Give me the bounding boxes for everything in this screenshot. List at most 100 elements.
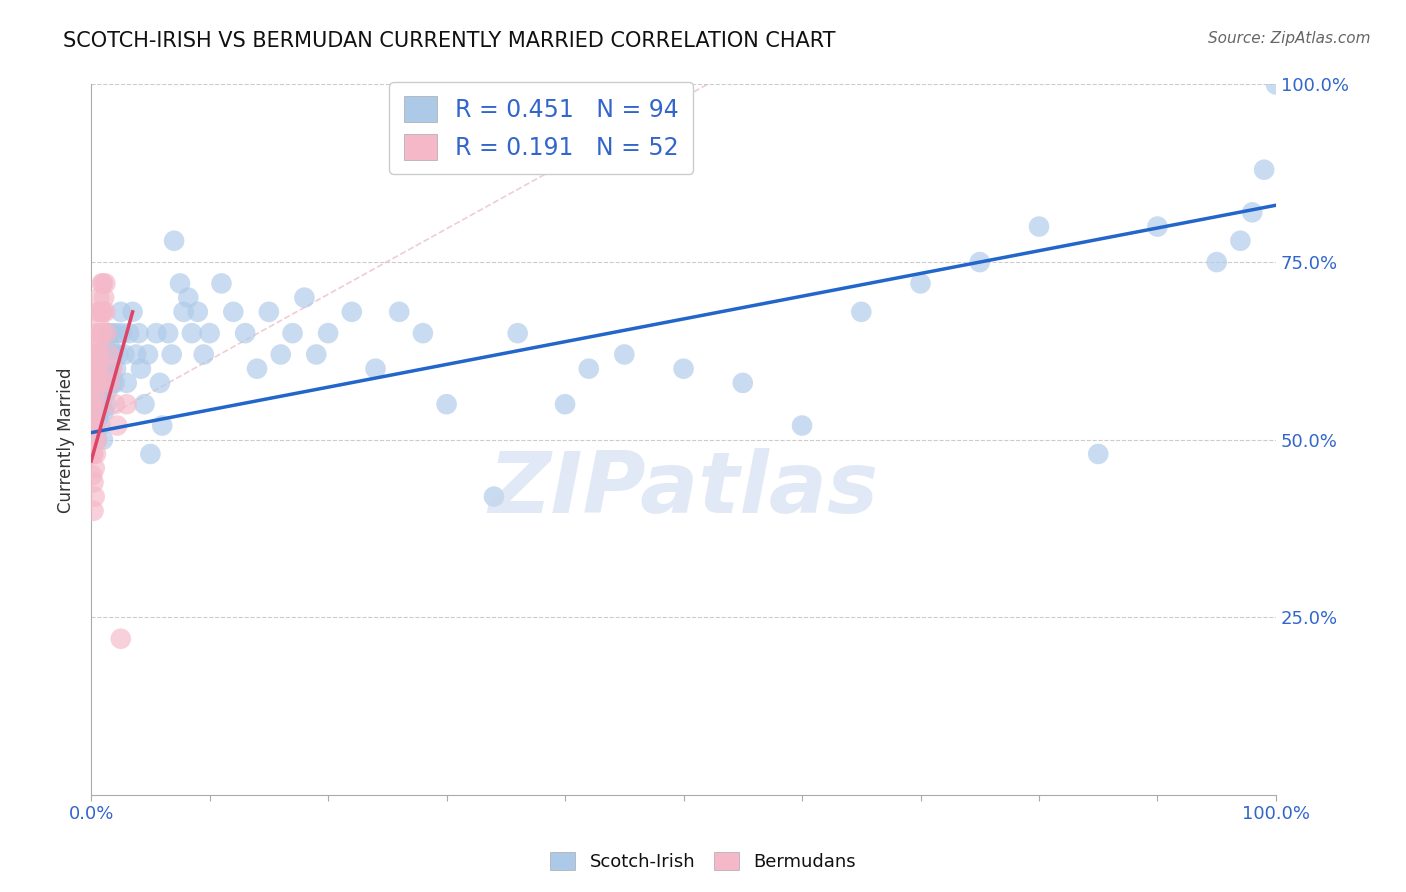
Point	[110, 632, 132, 646]
Point	[340, 305, 363, 319]
Text: ZIPatlas: ZIPatlas	[488, 448, 879, 531]
Point	[90, 376, 112, 390]
Point	[96, 397, 118, 411]
Point	[281, 326, 304, 340]
Point	[83, 490, 105, 504]
Point	[1028, 219, 1050, 234]
Point	[128, 326, 150, 340]
Point	[180, 326, 202, 340]
Point	[115, 397, 138, 411]
Point	[83, 361, 105, 376]
Point	[211, 277, 233, 291]
Point	[1205, 255, 1227, 269]
Point	[105, 326, 128, 340]
Point	[101, 361, 124, 376]
Point	[84, 361, 107, 376]
Point	[89, 404, 111, 418]
Point	[98, 340, 121, 354]
Point	[145, 326, 167, 340]
Point	[89, 319, 111, 334]
Point	[83, 390, 105, 404]
Point	[111, 326, 134, 340]
Point	[222, 305, 245, 319]
Point	[83, 447, 105, 461]
Point	[160, 347, 183, 361]
Point	[364, 361, 387, 376]
Point	[97, 383, 120, 397]
Point	[90, 418, 112, 433]
Point	[97, 347, 120, 361]
Point	[90, 383, 112, 397]
Point	[173, 305, 195, 319]
Text: SCOTCH-IRISH VS BERMUDAN CURRENTLY MARRIED CORRELATION CHART: SCOTCH-IRISH VS BERMUDAN CURRENTLY MARRI…	[63, 31, 835, 51]
Point	[98, 376, 121, 390]
Point	[672, 361, 695, 376]
Point	[101, 376, 124, 390]
Point	[96, 326, 118, 340]
Point	[107, 347, 129, 361]
Point	[115, 376, 138, 390]
Point	[412, 326, 434, 340]
Point	[731, 376, 754, 390]
Point	[613, 347, 636, 361]
Point	[578, 361, 600, 376]
Point	[790, 418, 813, 433]
Point	[1087, 447, 1109, 461]
Point	[86, 376, 108, 390]
Point	[83, 397, 105, 411]
Point	[94, 277, 117, 291]
Point	[100, 361, 122, 376]
Point	[294, 291, 316, 305]
Point	[388, 305, 411, 319]
Point	[87, 305, 110, 319]
Point	[851, 305, 873, 319]
Point	[86, 404, 108, 418]
Point	[246, 361, 269, 376]
Point	[129, 361, 152, 376]
Point	[84, 340, 107, 354]
Point	[83, 347, 105, 361]
Point	[89, 291, 111, 305]
Point	[506, 326, 529, 340]
Point	[91, 383, 114, 397]
Point	[91, 433, 114, 447]
Point	[177, 291, 200, 305]
Point	[103, 347, 125, 361]
Point	[86, 433, 108, 447]
Point	[157, 326, 180, 340]
Point	[118, 326, 141, 340]
Point	[90, 305, 112, 319]
Point	[87, 361, 110, 376]
Point	[91, 347, 114, 361]
Point	[86, 347, 108, 361]
Point	[96, 361, 118, 376]
Point	[86, 376, 108, 390]
Point	[83, 461, 105, 475]
Point	[316, 326, 339, 340]
Point	[84, 418, 107, 433]
Point	[198, 326, 221, 340]
Point	[97, 361, 120, 376]
Point	[91, 277, 114, 291]
Point	[110, 305, 132, 319]
Point	[84, 390, 107, 404]
Point	[101, 326, 124, 340]
Point	[83, 404, 105, 418]
Point	[90, 277, 112, 291]
Point	[82, 397, 104, 411]
Point	[90, 326, 112, 340]
Point	[169, 277, 191, 291]
Point	[270, 347, 292, 361]
Point	[93, 404, 115, 418]
Point	[89, 347, 111, 361]
Point	[305, 347, 328, 361]
Point	[193, 347, 215, 361]
Point	[82, 468, 104, 483]
Point	[82, 418, 104, 433]
Point	[84, 447, 107, 461]
Point	[93, 291, 115, 305]
Legend: Scotch-Irish, Bermudans: Scotch-Irish, Bermudans	[543, 845, 863, 879]
Point	[84, 418, 107, 433]
Point	[90, 397, 112, 411]
Point	[83, 475, 105, 490]
